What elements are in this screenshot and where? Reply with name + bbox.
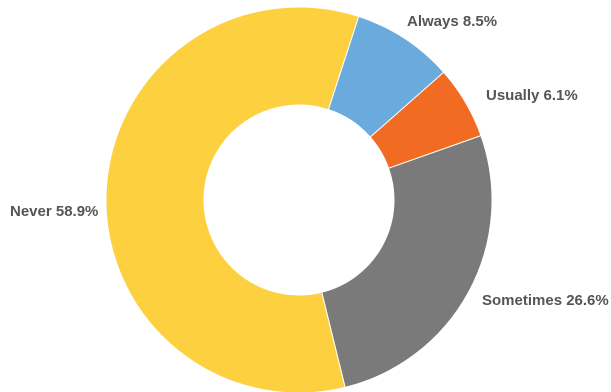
slices-group	[105, 6, 493, 392]
labels-group: Always 8.5% Usually 6.1% Sometimes 26.6% Ne…	[10, 13, 609, 309]
label-usually: Usually 6.1%	[486, 87, 578, 104]
label-always: Always 8.5%	[407, 13, 497, 30]
label-never: Never 58.9%	[10, 203, 98, 220]
slice-sometimes	[321, 134, 493, 389]
slice-never	[105, 6, 360, 392]
label-sometimes: Sometimes 26.6%	[482, 292, 609, 309]
